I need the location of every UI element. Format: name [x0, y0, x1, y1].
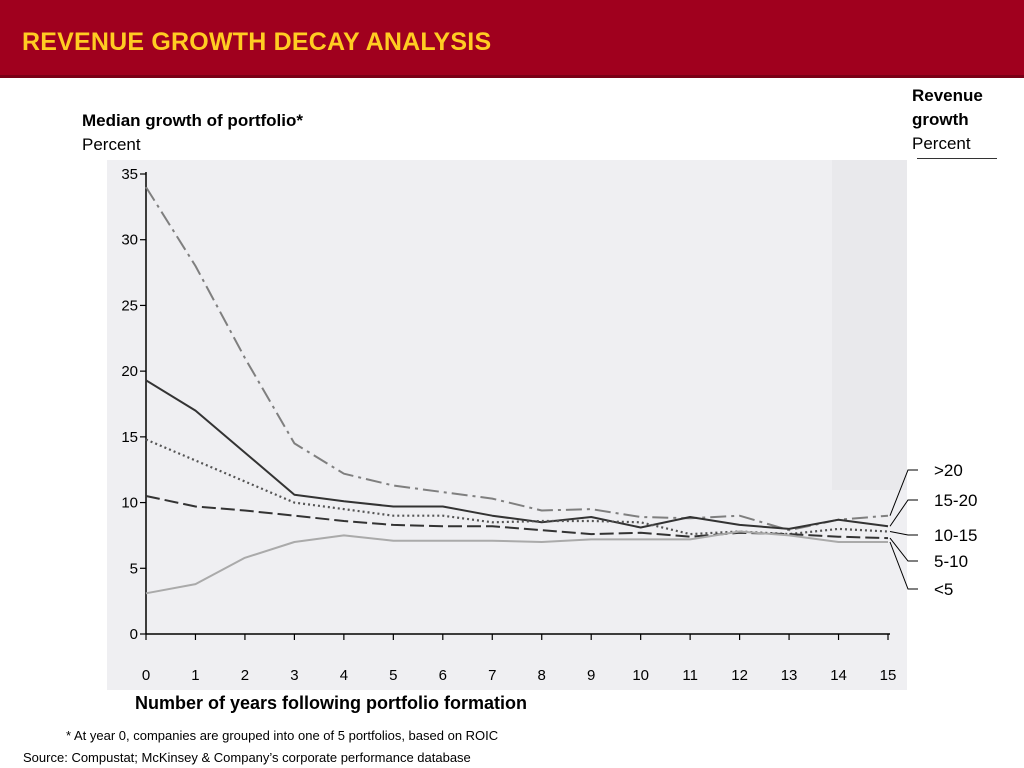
footnote-marker: *: [66, 728, 72, 743]
x-tick-label: 2: [241, 667, 249, 684]
legend-leader-1: [889, 499, 918, 527]
x-tick-label: 13: [781, 667, 798, 684]
legend-label-3: 5-10: [934, 552, 968, 571]
x-tick-label: 3: [290, 667, 298, 684]
y-axis-unit: Percent: [82, 135, 141, 154]
y-tick-label: 0: [130, 626, 138, 643]
legend-leader-2: [889, 530, 918, 536]
y-tick-label: 20: [121, 363, 138, 380]
x-tick-label: 4: [340, 667, 348, 684]
series-line-4: [145, 530, 888, 595]
footnote-text: At year 0, companies are grouped into on…: [73, 728, 499, 743]
x-tick-label: 9: [587, 667, 595, 684]
legend-label-0: >20: [934, 461, 963, 480]
footnote: * At year 0, companies are grouped into …: [66, 728, 498, 743]
y-tick-label: 25: [121, 297, 138, 314]
x-tick-label: 1: [191, 667, 199, 684]
legend-label-2: 10-15: [934, 526, 977, 545]
y-tick-label: 30: [121, 232, 138, 249]
y-tick-label: 5: [130, 560, 138, 577]
y-tick-label: 35: [121, 166, 138, 183]
source-note: Source: Compustat; McKinsey & Company’s …: [23, 750, 471, 765]
legend-leader-0: [889, 469, 918, 516]
x-tick-label: 11: [682, 667, 698, 684]
plot-shade: [832, 160, 907, 490]
x-axis-title: Number of years following portfolio form…: [135, 693, 528, 713]
x-tick-label: 0: [142, 667, 150, 684]
revenue-growth-unit: Percent: [912, 134, 971, 153]
source-label: Source:: [23, 750, 68, 765]
x-tick-label: 15: [880, 667, 897, 684]
series-line-0: [145, 186, 889, 532]
legend-label-4: <5: [934, 580, 953, 599]
x-tick-label: 10: [632, 667, 649, 684]
revenue-growth-title: Revenue growth Percent: [912, 84, 983, 156]
revenue-growth-title-line2: growth: [912, 110, 969, 129]
y-tick-label: 15: [121, 429, 138, 446]
plot-background: [107, 160, 907, 690]
x-tick-label: 12: [731, 667, 748, 684]
series-line-1: [145, 379, 889, 530]
legend-label-1: 15-20: [934, 491, 977, 510]
legend-leader-3: [889, 537, 918, 562]
source-text: Compustat; McKinsey & Company’s corporat…: [71, 750, 471, 765]
y-axis-title: Median growth of portfolio* Percent: [82, 109, 303, 157]
x-tick-label: 5: [389, 667, 397, 684]
legend-leader-4: [889, 541, 918, 590]
x-tick-label: 6: [439, 667, 447, 684]
page-title: REVENUE GROWTH DECAY ANALYSIS: [22, 28, 492, 56]
series-line-2: [145, 438, 889, 536]
revenue-growth-title-line1: Revenue: [912, 86, 983, 105]
y-axis-title-main: Median growth of portfolio*: [82, 111, 303, 130]
header-bar: REVENUE GROWTH DECAY ANALYSIS: [0, 0, 1024, 78]
x-tick-label: 7: [488, 667, 496, 684]
y-tick-label: 10: [121, 495, 138, 512]
legend-rule: [917, 158, 997, 159]
x-tick-label: 14: [830, 667, 847, 684]
x-tick-label: 8: [538, 667, 546, 684]
